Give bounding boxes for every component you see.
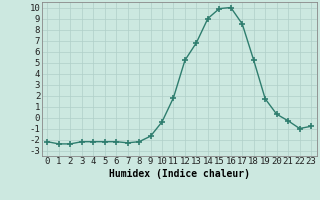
X-axis label: Humidex (Indice chaleur): Humidex (Indice chaleur) [109, 169, 250, 179]
